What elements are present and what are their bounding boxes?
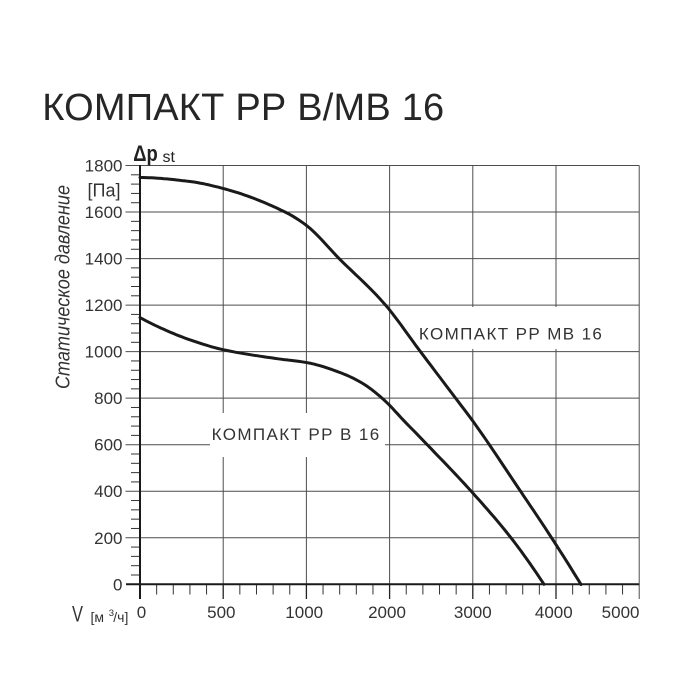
svg-text:4000: 4000 [535, 603, 573, 622]
svg-text:800: 800 [94, 389, 122, 408]
svg-text:0: 0 [137, 603, 146, 622]
svg-text:st: st [163, 149, 176, 166]
svg-text:400: 400 [94, 482, 122, 501]
svg-text:КОМПАКТ РР МВ 16: КОМПАКТ РР МВ 16 [419, 325, 602, 344]
svg-text:1200: 1200 [85, 296, 123, 315]
svg-text:1600: 1600 [85, 203, 123, 222]
svg-text:5000: 5000 [602, 603, 640, 622]
svg-text:Δp: Δp [133, 141, 158, 166]
svg-text:[м3/ч]: [м 3/ч] [91, 608, 129, 625]
svg-text:600: 600 [94, 436, 122, 455]
svg-text:[Па]: [Па] [88, 181, 121, 201]
svg-text:1000: 1000 [285, 603, 323, 622]
svg-text:1000: 1000 [85, 343, 123, 362]
svg-text:0: 0 [113, 575, 122, 594]
svg-text:1400: 1400 [85, 250, 123, 269]
svg-text:2000: 2000 [368, 603, 406, 622]
svg-text:200: 200 [94, 529, 122, 548]
svg-text:КОМПАКТ РР В/МВ 16: КОМПАКТ РР В/МВ 16 [42, 87, 444, 129]
svg-text:V: V [72, 602, 83, 627]
svg-text:Статическое давление: Статическое давление [53, 185, 75, 389]
svg-text:500: 500 [207, 603, 235, 622]
svg-text:КОМПАКТ РР В 16: КОМПАКТ РР В 16 [212, 425, 380, 444]
svg-text:3000: 3000 [454, 603, 492, 622]
svg-text:1800: 1800 [85, 157, 123, 176]
